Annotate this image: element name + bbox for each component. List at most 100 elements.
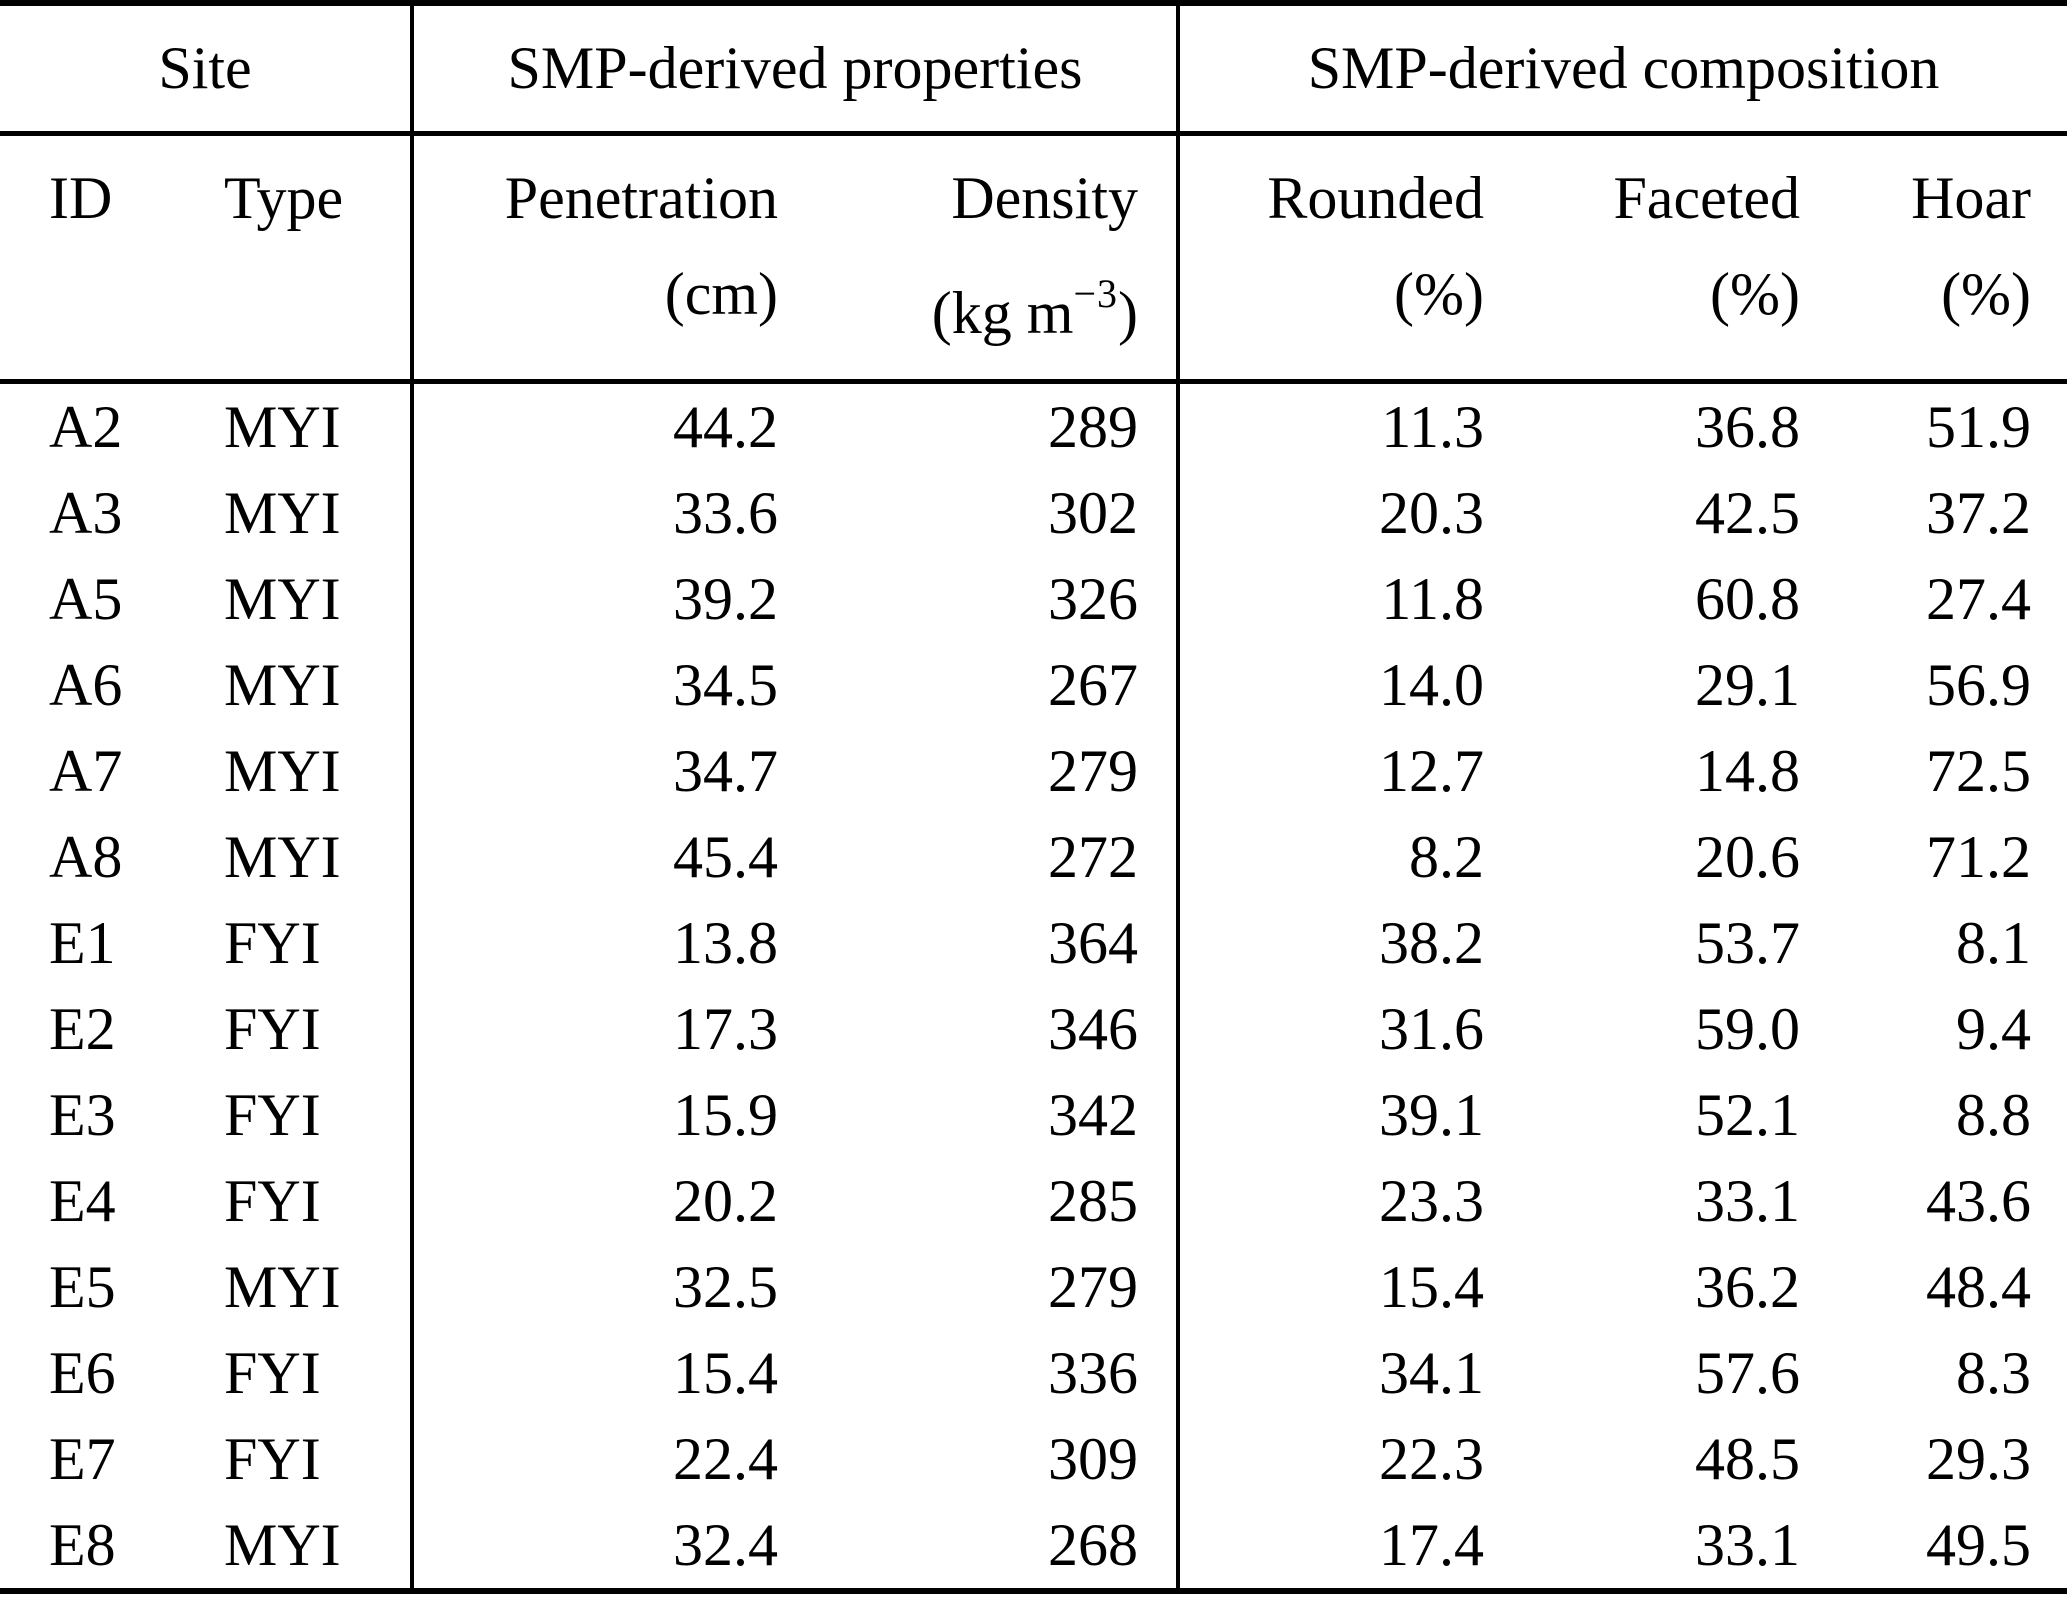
- cell-type: FYI: [224, 1167, 321, 1234]
- col-header-faceted-label: Faceted: [1613, 165, 1800, 231]
- table-row: E3 FYI 15.9 342 39.1 52.1 8.8: [0, 1072, 2067, 1158]
- cell-penetration: 39.2: [410, 556, 814, 642]
- cell-penetration: 20.2: [410, 1158, 814, 1244]
- cell-hoar: 37.2: [1926, 479, 2032, 546]
- col-header-penetration-label: Penetration: [504, 165, 778, 231]
- cell-type: FYI: [224, 1425, 321, 1492]
- col-unit-density-exponent: −3: [1073, 271, 1119, 316]
- table-row: E7 FYI 22.4 309 22.3 48.5 29.3: [0, 1416, 2067, 1502]
- cell-density: 336: [1048, 1339, 1138, 1406]
- cell-type: MYI: [224, 651, 341, 718]
- col-unit-density: (kg m−3): [815, 248, 1138, 359]
- cell-density: 326: [1048, 565, 1138, 632]
- cell-rounded: 20.3: [1176, 470, 1520, 556]
- cell-penetration: 32.4: [410, 1502, 814, 1591]
- column-header-row: ID Type Penetration (cm) Density (kg m−3…: [0, 133, 2067, 384]
- cell-faceted: 52.1: [1695, 1081, 1800, 1148]
- col-header-rounded-label: Rounded: [1267, 165, 1484, 231]
- cell-hoar: 72.5: [1926, 737, 2032, 804]
- cell-hoar: 8.3: [1956, 1339, 2032, 1406]
- cell-type: FYI: [224, 909, 321, 976]
- cell-id: A3: [49, 479, 123, 546]
- cell-hoar: 8.8: [1956, 1081, 2032, 1148]
- cell-penetration: 32.5: [410, 1244, 814, 1330]
- table-row: E2 FYI 17.3 346 31.6 59.0 9.4: [0, 986, 2067, 1072]
- cell-id: E2: [49, 995, 116, 1062]
- cell-faceted: 48.5: [1695, 1425, 1800, 1492]
- cell-rounded: 17.4: [1176, 1502, 1520, 1591]
- cell-density: 267: [1048, 651, 1138, 718]
- cell-penetration: 44.2: [410, 381, 814, 470]
- cell-rounded: 14.0: [1176, 642, 1520, 728]
- col-unit-hoar: (%): [1941, 261, 2032, 327]
- col-header-type: Type: [175, 133, 412, 384]
- cell-rounded: 8.2: [1176, 814, 1520, 900]
- col-header-density-label: Density: [951, 165, 1138, 231]
- cell-id: E8: [49, 1511, 116, 1578]
- cell-density: 342: [1048, 1081, 1138, 1148]
- cell-density: 364: [1048, 909, 1138, 976]
- cell-hoar: 8.1: [1956, 909, 2032, 976]
- table-row: A3 MYI 33.6 302 20.3 42.5 37.2: [0, 470, 2067, 556]
- cell-rounded: 39.1: [1176, 1072, 1520, 1158]
- table-row: A5 MYI 39.2 326 11.8 60.8 27.4: [0, 556, 2067, 642]
- cell-type: MYI: [224, 1511, 341, 1578]
- cell-id: A7: [49, 737, 123, 804]
- col-header-penetration: Penetration (cm): [410, 133, 814, 384]
- col-header-type-label: Type: [224, 165, 344, 231]
- cell-type: FYI: [224, 995, 321, 1062]
- cell-hoar: 29.3: [1926, 1425, 2032, 1492]
- cell-density: 279: [1048, 1253, 1138, 1320]
- cell-rounded: 11.8: [1176, 556, 1520, 642]
- table-row: A8 MYI 45.4 272 8.2 20.6 71.2: [0, 814, 2067, 900]
- col-header-hoar-label: Hoar: [1911, 165, 2032, 231]
- cell-type: MYI: [224, 393, 341, 460]
- table-row: E5 MYI 32.5 279 15.4 36.2 48.4: [0, 1244, 2067, 1330]
- col-unit-density-suffix: ): [1118, 280, 1138, 346]
- cell-penetration: 34.7: [410, 728, 814, 814]
- col-unit-faceted: (%): [1710, 261, 1800, 327]
- table-row: A7 MYI 34.7 279 12.7 14.8 72.5: [0, 728, 2067, 814]
- cell-rounded: 11.3: [1176, 381, 1520, 470]
- cell-penetration: 34.5: [410, 642, 814, 728]
- cell-type: MYI: [224, 1253, 341, 1320]
- cell-penetration: 15.9: [410, 1072, 814, 1158]
- cell-density: 285: [1048, 1167, 1138, 1234]
- col-unit-rounded: (%): [1394, 261, 1484, 327]
- cell-faceted: 57.6: [1695, 1339, 1800, 1406]
- cell-penetration: 15.4: [410, 1330, 814, 1416]
- cell-id: E6: [49, 1339, 116, 1406]
- table-row: E4 FYI 20.2 285 23.3 33.1 43.6: [0, 1158, 2067, 1244]
- group-header-site: Site: [0, 3, 412, 136]
- cell-rounded: 38.2: [1176, 900, 1520, 986]
- cell-type: MYI: [224, 823, 341, 890]
- cell-penetration: 22.4: [410, 1416, 814, 1502]
- cell-id: A8: [49, 823, 123, 890]
- cell-faceted: 33.1: [1695, 1511, 1800, 1578]
- cell-type: FYI: [224, 1081, 321, 1148]
- cell-faceted: 20.6: [1695, 823, 1800, 890]
- cell-type: MYI: [224, 479, 341, 546]
- col-unit-density-prefix: (kg m: [931, 280, 1074, 346]
- cell-hoar: 43.6: [1926, 1167, 2032, 1234]
- cell-id: E4: [49, 1167, 116, 1234]
- cell-rounded: 23.3: [1176, 1158, 1520, 1244]
- cell-density: 289: [1048, 393, 1138, 460]
- cell-id: E1: [49, 909, 116, 976]
- cell-rounded: 15.4: [1176, 1244, 1520, 1330]
- col-header-hoar: Hoar (%): [1836, 133, 2067, 384]
- cell-faceted: 59.0: [1695, 995, 1800, 1062]
- cell-density: 309: [1048, 1425, 1138, 1492]
- cell-id: E7: [49, 1425, 116, 1492]
- cell-type: MYI: [224, 565, 341, 632]
- cell-type: FYI: [224, 1339, 321, 1406]
- cell-rounded: 34.1: [1176, 1330, 1520, 1416]
- cell-faceted: 29.1: [1695, 651, 1800, 718]
- cell-faceted: 33.1: [1695, 1167, 1800, 1234]
- cell-hoar: 51.9: [1926, 393, 2032, 460]
- cell-density: 279: [1048, 737, 1138, 804]
- group-header-row: Site SMP-derived properties SMP-derived …: [0, 3, 2067, 136]
- cell-penetration: 17.3: [410, 986, 814, 1072]
- col-header-faceted: Faceted (%): [1520, 133, 1836, 384]
- col-header-rounded: Rounded (%): [1176, 133, 1520, 384]
